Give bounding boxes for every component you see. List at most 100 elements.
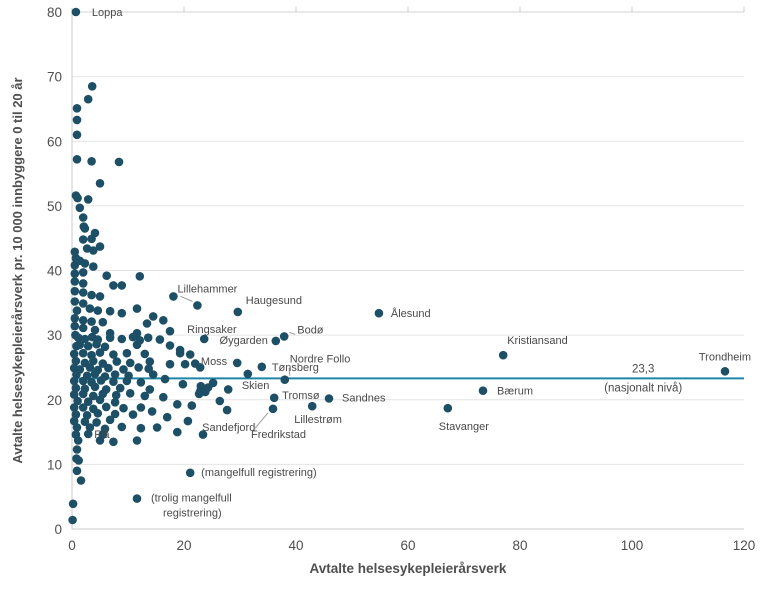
- y-tick-label-30: 30: [47, 328, 62, 343]
- data-point: [70, 297, 80, 306]
- x-tick-label-80: 80: [512, 538, 527, 553]
- data-point: [87, 82, 97, 91]
- data-point: [75, 340, 85, 350]
- data-point: [83, 195, 93, 204]
- data-point: [70, 247, 80, 257]
- national-level-value-label: 23,3: [632, 363, 654, 375]
- data-point: [145, 385, 155, 394]
- x-axis-title: Avtalte helsesykepleierårsverk: [310, 561, 507, 576]
- data-point: [140, 391, 150, 401]
- data-point: [95, 395, 105, 405]
- data-point: [162, 412, 172, 422]
- data-point: [90, 325, 100, 335]
- point-label: Ålesund: [391, 307, 431, 320]
- data-point: [85, 304, 95, 313]
- data-point: [105, 333, 115, 343]
- label-leader-line: [288, 367, 291, 376]
- data-point: [69, 390, 79, 399]
- data-point: [136, 378, 146, 387]
- label-leader-line: [289, 331, 296, 335]
- data-point: [83, 94, 93, 104]
- labeled-data-point: [374, 308, 384, 318]
- data-point: [69, 376, 79, 386]
- data-point: [89, 246, 98, 255]
- point-label: Bodø: [297, 324, 324, 336]
- label-leader-line: [180, 295, 193, 302]
- data-point: [76, 476, 86, 485]
- data-point: [173, 427, 182, 437]
- data-point: [187, 401, 197, 410]
- data-point: [101, 402, 111, 412]
- point-label: Bærum: [497, 386, 533, 398]
- data-point: [80, 334, 90, 344]
- data-point: [195, 363, 205, 372]
- data-point: [73, 436, 83, 445]
- data-point: [68, 515, 77, 525]
- y-tick-label-80: 80: [47, 5, 62, 20]
- data-point: [78, 213, 88, 222]
- data-point: [105, 306, 115, 316]
- y-tick-label-60: 60: [47, 134, 62, 149]
- data-point: [110, 398, 120, 407]
- data-point: [194, 389, 204, 399]
- data-point: [160, 374, 170, 384]
- data-point: [89, 391, 98, 401]
- data-point: [114, 157, 124, 167]
- labeled-data-point: [498, 350, 508, 360]
- point-label: Flå: [94, 429, 110, 441]
- point-label: Stavanger: [439, 421, 489, 433]
- data-point: [78, 279, 88, 288]
- data-point: [117, 334, 127, 344]
- data-point: [180, 359, 190, 369]
- data-point: [78, 403, 88, 412]
- point-label: Ringsaker: [187, 324, 237, 336]
- data-point: [78, 316, 88, 325]
- data-point: [145, 357, 155, 366]
- point-label: Fredrikstad: [251, 429, 306, 441]
- data-point: [95, 179, 105, 188]
- data-point: [169, 292, 178, 301]
- data-point: [110, 409, 120, 419]
- labeled-data-point: [478, 386, 488, 396]
- data-point: [128, 332, 138, 342]
- data-point: [165, 326, 175, 336]
- data-point: [125, 389, 135, 398]
- data-point: [148, 370, 158, 379]
- labeled-data-point: [720, 367, 730, 376]
- point-label: Tromsø: [282, 390, 320, 402]
- point-label: Loppa: [92, 7, 123, 19]
- y-axis-title: Avtalte helsesykepleierårsverk pr. 10 00…: [10, 77, 25, 463]
- data-point: [70, 261, 80, 270]
- data-point: [132, 340, 142, 350]
- data-point: [74, 456, 83, 465]
- data-point: [80, 259, 90, 268]
- data-point: [155, 335, 165, 344]
- labeled-data-point: [193, 301, 202, 310]
- point-label: Sandnes: [342, 392, 386, 404]
- data-point: [178, 379, 188, 389]
- point-label: Tønsberg: [272, 362, 319, 374]
- point-label: Sandefjord: [202, 422, 255, 434]
- national-level-caption-label: (nasjonalt nivå): [604, 382, 682, 394]
- data-point: [136, 403, 146, 412]
- data-point: [87, 157, 96, 166]
- data-point: [104, 363, 113, 373]
- point-label: Haugesund: [246, 295, 302, 307]
- data-point: [142, 319, 152, 328]
- labeled-data-point: [279, 332, 289, 341]
- y-tick-label-10: 10: [47, 457, 62, 472]
- data-point: [70, 314, 80, 323]
- point-label: Nordre Follo: [290, 354, 351, 366]
- data-point: [132, 304, 142, 313]
- data-point: [90, 382, 100, 392]
- x-tick-label-60: 60: [400, 538, 415, 553]
- data-point: [173, 400, 182, 409]
- data-point: [140, 349, 150, 359]
- data-point: [93, 306, 103, 315]
- data-point: [87, 234, 96, 244]
- point-label: Kristiansand: [507, 335, 568, 347]
- data-point: [72, 306, 82, 315]
- data-point: [128, 410, 138, 419]
- labeled-data-point: [443, 403, 453, 413]
